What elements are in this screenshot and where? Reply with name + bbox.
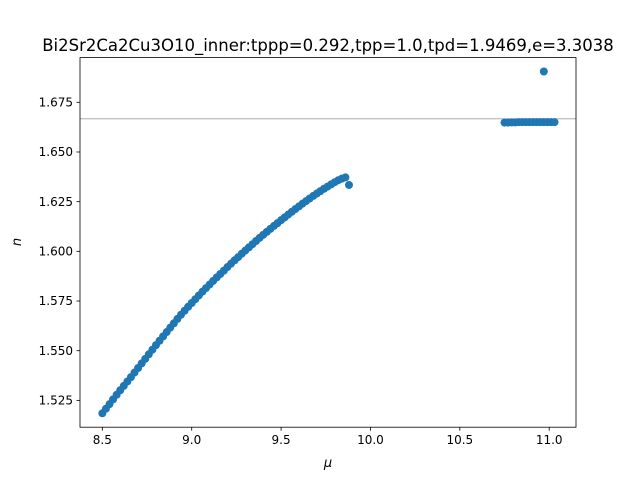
data-point: [345, 180, 354, 189]
plot-area: [79, 57, 577, 428]
x-axis: 8.5 9.0 9.5 10.0 10.5 11.0: [93, 427, 563, 447]
y-tick-label: 1.550: [39, 344, 73, 358]
x-axis-label: μ: [323, 456, 332, 471]
scatter-points: [98, 67, 559, 418]
y-tick-label: 1.625: [39, 195, 73, 209]
x-tick-label: 11.0: [536, 433, 563, 447]
x-tick-label: 8.5: [93, 433, 112, 447]
y-tick-label: 1.675: [39, 96, 73, 110]
data-point: [550, 118, 559, 127]
y-tick-label: 1.600: [39, 245, 73, 259]
y-tick-label: 1.525: [39, 394, 73, 408]
chart-title: Bi2Sr2Ca2Cu3O10_inner:tppp=0.292,tpp=1.0…: [42, 36, 614, 56]
y-tick-label: 1.650: [39, 145, 73, 159]
data-point: [539, 67, 548, 76]
x-tick-label: 10.5: [446, 433, 473, 447]
plot-frame: [79, 57, 577, 428]
y-axis: 1.525 1.550 1.575 1.600 1.625 1.650 1.675: [39, 96, 80, 408]
y-tick-label: 1.575: [39, 294, 73, 308]
data-point: [341, 173, 350, 182]
x-tick-label: 9.0: [182, 433, 201, 447]
x-tick-label: 10.0: [357, 433, 384, 447]
y-axis-label: n: [10, 238, 25, 246]
x-tick-label: 9.5: [272, 433, 291, 447]
